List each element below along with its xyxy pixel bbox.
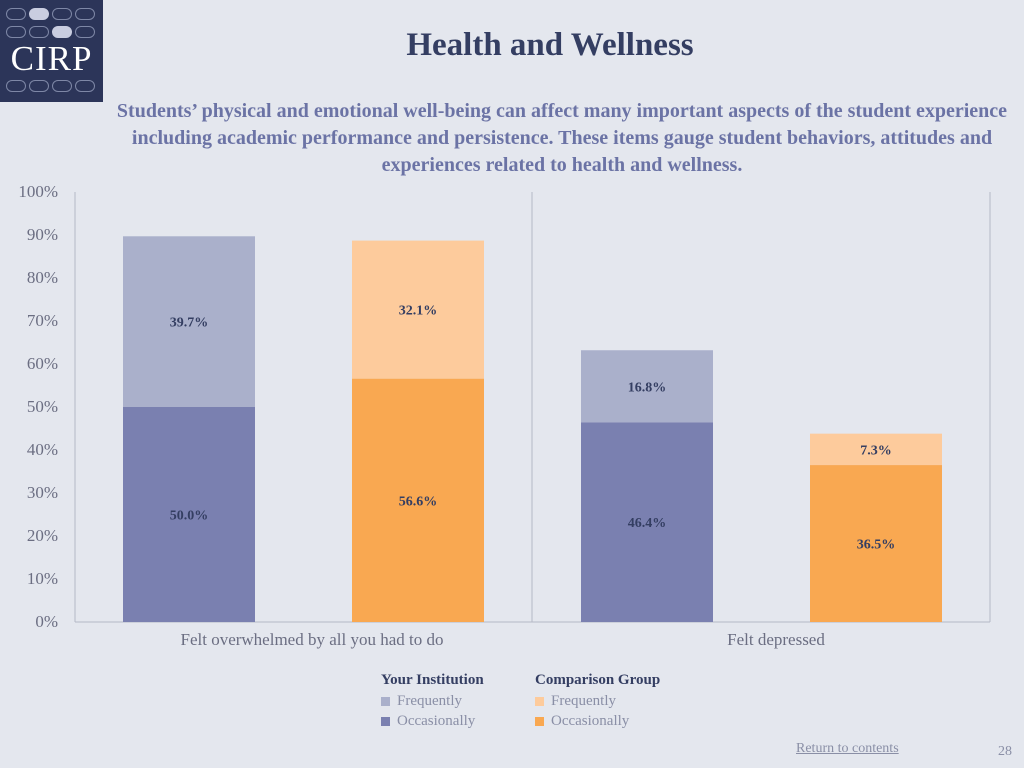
legend-item: Occasionally [535, 711, 660, 731]
legend-item-label: Frequently [397, 692, 462, 709]
data-label-occasionally: 50.0% [170, 509, 209, 524]
data-label-occasionally: 36.5% [857, 538, 896, 553]
bar-segment-frequently [810, 433, 942, 466]
logo-pill-shape [6, 80, 26, 92]
legend-item-label: Frequently [551, 692, 616, 709]
legend-title: Your Institution [381, 672, 484, 688]
bar-segment-frequently [123, 236, 255, 407]
legend-title: Comparison Group [535, 672, 661, 688]
legend-item: Frequently [535, 691, 660, 711]
logo-pill-shape [29, 26, 49, 38]
y-tick-label: 10% [26, 569, 58, 588]
return-to-contents-link[interactable]: Return to contents [796, 741, 899, 756]
logo-pill-shape [52, 8, 72, 20]
bar-segment-frequently [352, 240, 484, 379]
legend-your-institution: Your Institution Frequently Occasionally [381, 672, 484, 731]
data-label-occasionally: 46.4% [628, 516, 667, 531]
bar-segment-occasionally [810, 465, 942, 622]
legend-swatch [535, 696, 544, 706]
page-number: 28 [998, 744, 1012, 759]
logo-pill-shape [52, 80, 72, 92]
y-tick-label: 80% [26, 268, 58, 287]
data-label-frequently: 7.3% [860, 443, 892, 458]
y-tick-label: 100% [18, 182, 58, 201]
logo-pill-shape [75, 26, 95, 38]
data-label-frequently: 16.8% [628, 380, 667, 395]
page-title: Health and Wellness [406, 27, 694, 63]
y-tick-label: 50% [26, 397, 58, 416]
legend-comparison-group: Comparison Group Frequently Occasionally [535, 672, 660, 731]
legend-swatch [535, 716, 544, 726]
y-tick-label: 0% [35, 612, 58, 631]
y-tick-label: 40% [26, 440, 58, 459]
data-label-frequently: 32.1% [399, 304, 438, 319]
y-tick-label: 20% [26, 526, 58, 545]
y-tick-label: 90% [26, 225, 58, 244]
cirp-logo: CIRP [0, 0, 103, 102]
bar-segment-frequently [581, 350, 713, 423]
y-tick-label: 70% [26, 311, 58, 330]
bar-segment-occasionally [581, 422, 713, 622]
legend-item: Occasionally [381, 711, 484, 731]
category-label-overwhelmed: Felt overwhelmed by all you had to do [180, 630, 444, 649]
category-label-depressed: Felt depressed [727, 630, 825, 649]
logo-pill-shape [75, 8, 95, 20]
y-tick-label: 30% [26, 483, 58, 502]
bar-segment-occasionally [123, 407, 255, 622]
logo-pill-shape [29, 80, 49, 92]
logo-pill-shape [52, 26, 72, 38]
legend-item: Frequently [381, 691, 484, 711]
page-subtitle: Students’ physical and emotional well-be… [116, 100, 1008, 176]
logo-text: CIRP [10, 39, 93, 78]
data-label-frequently: 39.7% [170, 316, 209, 331]
y-tick-label: 60% [26, 354, 58, 373]
legend-swatch [381, 716, 390, 726]
logo-pill-shape [6, 8, 26, 20]
legend-swatch [381, 696, 390, 706]
logo-pill-shape [6, 26, 26, 38]
legend-item-label: Occasionally [551, 712, 630, 729]
bar-segment-occasionally [352, 378, 484, 622]
logo-pill-shape [29, 8, 49, 20]
data-label-occasionally: 56.6% [399, 494, 438, 509]
legend-item-label: Occasionally [397, 712, 476, 729]
logo-pill-shape [75, 80, 95, 92]
